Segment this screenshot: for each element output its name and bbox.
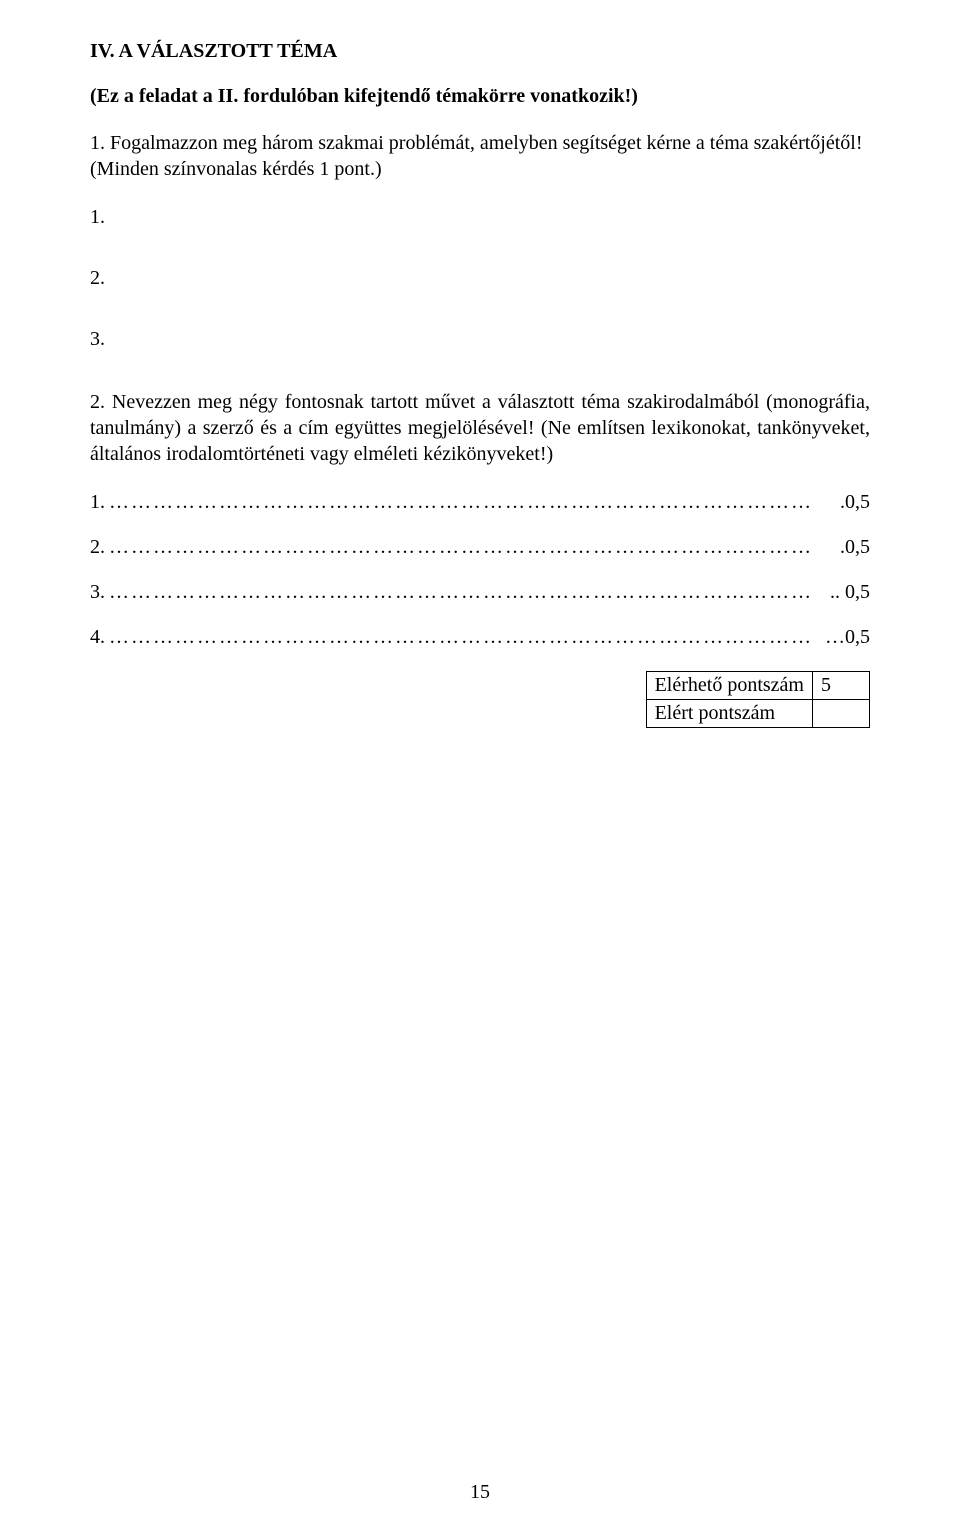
q1-blank-1: 1.: [90, 206, 870, 229]
table-row: Elérhető pontszám 5: [646, 672, 869, 700]
q2-row-2-label: 2.: [90, 536, 109, 559]
question-2-text: 2. Nevezzen meg négy fontosnak tartott m…: [90, 389, 870, 467]
question-1-text: 1. Fogalmazzon meg három szakmai problém…: [90, 130, 870, 182]
score-achieved-value: [813, 700, 870, 728]
question-1-note: (Minden színvonalas kérdés 1 pont.): [90, 158, 382, 180]
score-achieved-label: Elért pontszám: [646, 700, 812, 728]
section-title: IV. A VÁLASZTOTT TÉMA: [90, 40, 870, 63]
q2-row-3: 3. …………………………………………………………………………………… .. 0…: [90, 581, 870, 604]
q2-row-4-score: …0,5: [823, 626, 870, 649]
q2-row-3-dots: ……………………………………………………………………………………: [109, 581, 828, 604]
q2-row-3-score: .. 0,5: [828, 581, 870, 604]
score-max-label: Elérhető pontszám: [646, 672, 812, 700]
q2-row-4: 4. …………………………………………………………………………………… …0,5: [90, 626, 870, 649]
document-page: IV. A VÁLASZTOTT TÉMA (Ez a feladat a II…: [0, 0, 960, 1534]
q2-row-2-dots: ……………………………………………………………………………………: [109, 536, 838, 559]
question-1-body: 1. Fogalmazzon meg három szakmai problém…: [90, 132, 863, 154]
q2-row-2: 2. …………………………………………………………………………………… .0,5: [90, 536, 870, 559]
score-max-value: 5: [813, 672, 870, 700]
q2-row-4-dots: ……………………………………………………………………………………: [109, 626, 823, 649]
section-subtitle: (Ez a feladat a II. fordulóban kifejtend…: [90, 85, 870, 108]
q2-row-3-label: 3.: [90, 581, 109, 604]
q2-row-2-score: .0,5: [838, 536, 870, 559]
q2-row-4-label: 4.: [90, 626, 109, 649]
q1-blank-2: 2.: [90, 267, 870, 290]
q2-row-1-dots: ……………………………………………………………………………………: [109, 491, 838, 514]
page-number: 15: [0, 1481, 960, 1504]
score-table: Elérhető pontszám 5 Elért pontszám: [646, 671, 870, 728]
table-row: Elért pontszám: [646, 700, 869, 728]
q2-row-1-label: 1.: [90, 491, 109, 514]
q2-row-1-score: .0,5: [838, 491, 870, 514]
q1-blank-3: 3.: [90, 328, 870, 351]
q2-row-1: 1. …………………………………………………………………………………… .0,5: [90, 491, 870, 514]
